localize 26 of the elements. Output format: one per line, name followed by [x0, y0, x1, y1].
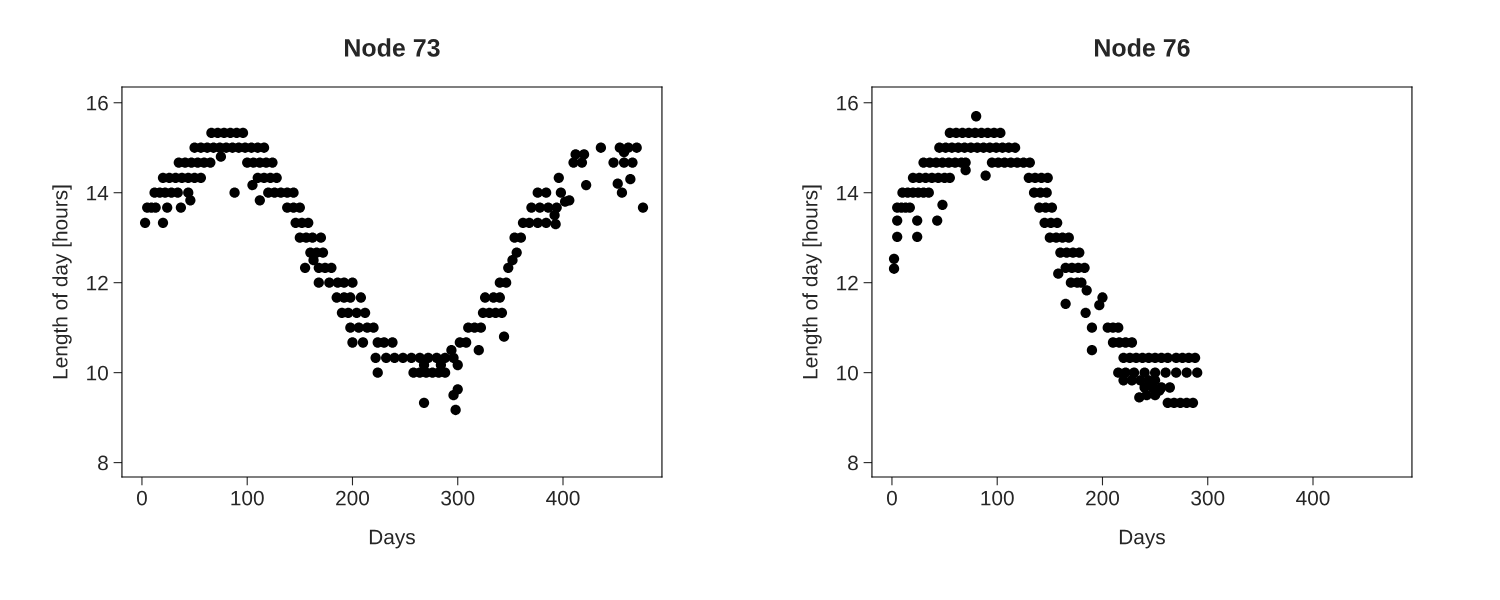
y-axis-title: Length of day [hours]	[52, 185, 72, 379]
x-tick-label: 200	[1086, 490, 1120, 506]
y-tick-label: 12	[87, 275, 108, 291]
y-tick-label: 16	[837, 95, 858, 111]
x-tick-label: 100	[231, 490, 264, 506]
x-tick-label: 0	[136, 490, 147, 506]
x-tick-label: 400	[546, 490, 580, 506]
x-tick-label: 300	[441, 490, 475, 506]
chart-title: Node 76	[1095, 38, 1190, 57]
y-axis-title: Length of day [hours]	[802, 185, 822, 379]
y-tick-label: 12	[837, 275, 858, 291]
y-tick-label: 8	[98, 455, 108, 471]
y-tick-label: 8	[848, 455, 858, 471]
chart-title: Node 73	[345, 38, 440, 57]
x-tick-label: 400	[1296, 490, 1330, 506]
y-tick-label: 16	[87, 95, 108, 111]
x-axis-title: Days	[1119, 529, 1165, 549]
x-tick-label: 100	[981, 490, 1014, 506]
x-tick-label: 0	[886, 490, 897, 506]
x-tick-label: 300	[1191, 490, 1225, 506]
y-tick-label: 10	[87, 365, 108, 381]
y-tick-label: 14	[87, 185, 109, 201]
x-axis-title: Days	[369, 529, 415, 549]
y-tick-label: 14	[837, 185, 859, 201]
y-tick-label: 10	[837, 365, 858, 381]
x-tick-label: 200	[336, 490, 370, 506]
